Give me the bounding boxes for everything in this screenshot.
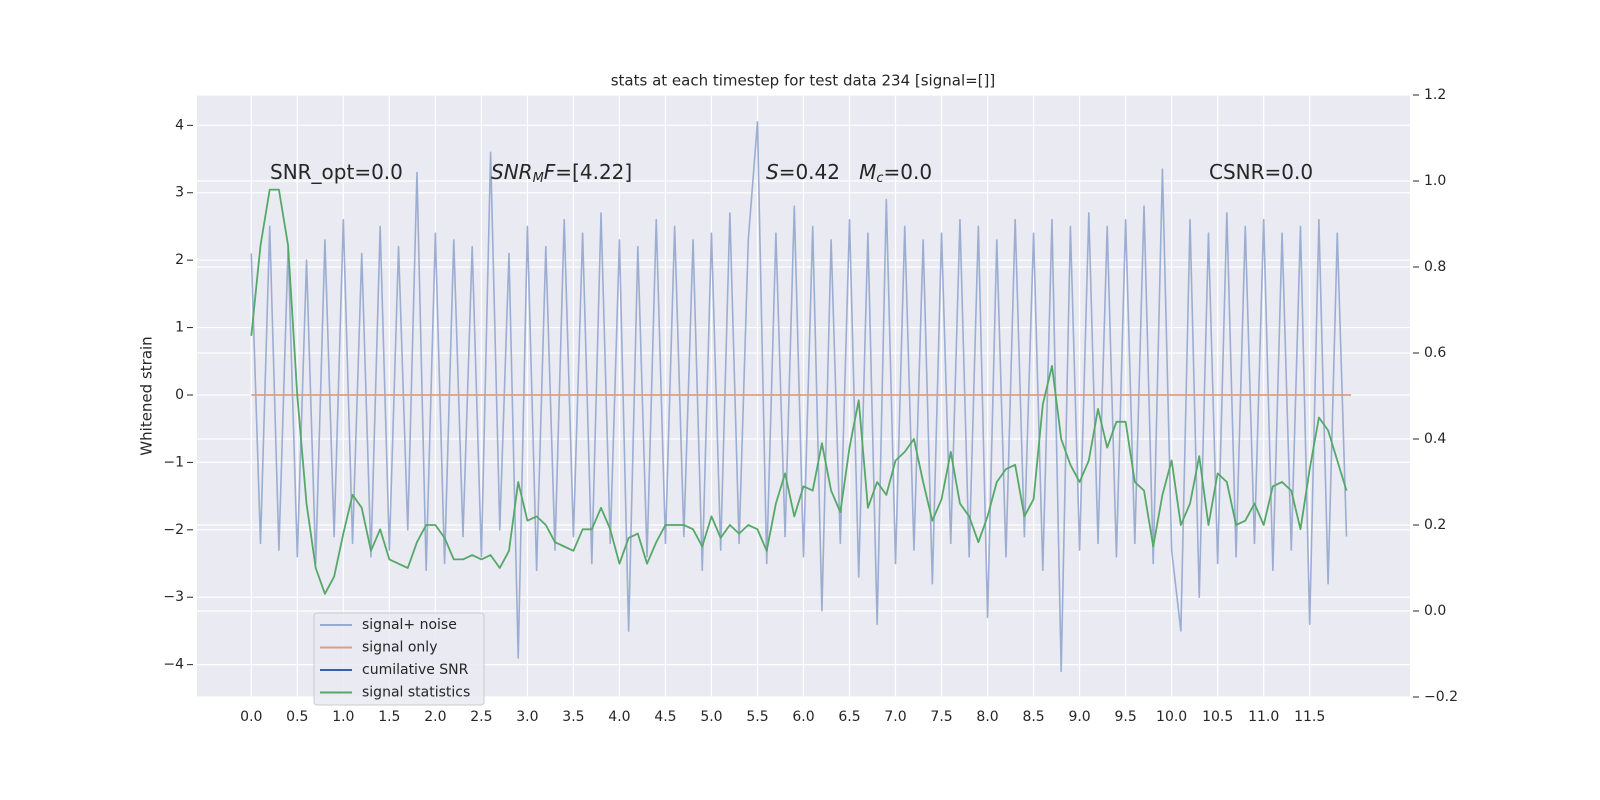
y-tick-label: −2 bbox=[163, 522, 184, 538]
y2-tick-label: 1.2 bbox=[1424, 87, 1446, 103]
x-tick-label: 11.5 bbox=[1294, 709, 1325, 725]
annotation: S=0.42 Mc=0.0 bbox=[766, 160, 932, 186]
x-tick-label: 8.0 bbox=[976, 709, 998, 725]
x-tick-label: 5.5 bbox=[746, 709, 768, 725]
legend-label: cumilative SNR bbox=[362, 662, 469, 678]
y2-tick-label: 0.8 bbox=[1424, 259, 1446, 275]
chart-title: stats at each timestep for test data 234… bbox=[611, 72, 996, 90]
x-tick-label: 0.5 bbox=[286, 709, 308, 725]
x-tick-label: 1.0 bbox=[332, 709, 354, 725]
x-tick-label: 1.5 bbox=[378, 709, 400, 725]
legend: signal+ noise signal only cumilative SNR si… bbox=[313, 612, 485, 706]
x-tick-label: 4.5 bbox=[654, 709, 676, 725]
x-tick-label: 4.0 bbox=[608, 709, 630, 725]
y2-tick-label: 0.6 bbox=[1424, 345, 1446, 361]
legend-label: signal only bbox=[362, 640, 437, 656]
y2-tick-label: 0.4 bbox=[1424, 431, 1446, 447]
y2-tick-label: 0.2 bbox=[1424, 517, 1446, 533]
annotation-part: CSNR=0.0 bbox=[1209, 160, 1313, 184]
annotation-part: M bbox=[533, 171, 544, 186]
x-tick-label: 5.0 bbox=[700, 709, 722, 725]
x-tick-label: 0.0 bbox=[240, 709, 262, 725]
annotation: SNRMF=[4.22] bbox=[491, 160, 632, 186]
y-tick-label: 4 bbox=[175, 117, 184, 133]
x-tick-label: 8.5 bbox=[1022, 709, 1044, 725]
x-tick-label: 7.0 bbox=[884, 709, 906, 725]
legend-label: signal+ noise bbox=[362, 617, 457, 633]
y2-tick-label: 1.0 bbox=[1424, 173, 1446, 189]
annotation-part: SNR_opt=0.0 bbox=[270, 160, 403, 184]
y-tick-label: 2 bbox=[175, 252, 184, 268]
series-line bbox=[250, 121, 1348, 673]
y-tick-label: −1 bbox=[163, 454, 184, 470]
x-tick-label: 6.5 bbox=[838, 709, 860, 725]
annotation-part: =[4.22] bbox=[555, 160, 632, 184]
y-tick-label: 3 bbox=[175, 185, 184, 201]
y-axis-label: Whitened strain bbox=[138, 336, 156, 455]
annotation: SNR_opt=0.0 bbox=[270, 160, 403, 184]
annotation-part: =0.42 bbox=[779, 160, 859, 184]
x-tick-label: 6.0 bbox=[792, 709, 814, 725]
annotation-part: SNR bbox=[491, 160, 533, 184]
x-tick-label: 3.0 bbox=[516, 709, 538, 725]
x-tick-label: 3.5 bbox=[562, 709, 584, 725]
x-tick-label: 10.0 bbox=[1156, 709, 1187, 725]
x-tick-label: 9.0 bbox=[1068, 709, 1090, 725]
x-tick-label: 9.5 bbox=[1114, 709, 1136, 725]
y-tick-label: −4 bbox=[163, 657, 184, 673]
y-tick-label: 0 bbox=[175, 387, 184, 403]
annotation-part: S bbox=[766, 160, 779, 184]
legend-label: signal statistics bbox=[362, 685, 470, 701]
x-tick-label: 10.5 bbox=[1202, 709, 1233, 725]
series-line bbox=[250, 188, 1348, 595]
annotation-part: M bbox=[859, 160, 876, 184]
x-tick-label: 11.0 bbox=[1248, 709, 1279, 725]
y2-tick-label: −0.2 bbox=[1424, 689, 1458, 705]
x-tick-label: 2.5 bbox=[470, 709, 492, 725]
annotation: CSNR=0.0 bbox=[1209, 160, 1313, 184]
y-tick-label: −3 bbox=[163, 589, 184, 605]
y-tick-label: 1 bbox=[175, 320, 184, 336]
annotation-part: c bbox=[876, 171, 883, 186]
y2-tick-label: 0.0 bbox=[1424, 603, 1446, 619]
annotation-part: =0.0 bbox=[884, 160, 933, 184]
x-tick-label: 2.0 bbox=[424, 709, 446, 725]
legend-box bbox=[313, 612, 485, 706]
annotation-part: F bbox=[544, 160, 556, 184]
x-tick-label: 7.5 bbox=[930, 709, 952, 725]
